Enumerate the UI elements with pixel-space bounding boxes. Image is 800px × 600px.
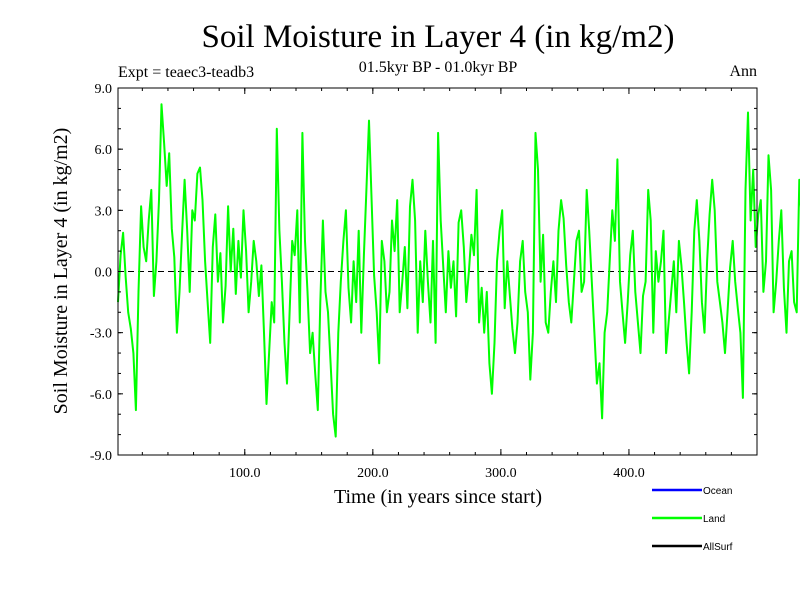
x-tick-label: 300.0 xyxy=(485,466,517,481)
y-tick-label: -6.0 xyxy=(90,388,112,403)
x-tick-label: 100.0 xyxy=(229,466,261,481)
legend-label-land: Land xyxy=(703,514,725,525)
y-tick-label: -3.0 xyxy=(90,327,112,342)
y-tick-label: -9.0 xyxy=(90,449,112,464)
season-label: Ann xyxy=(729,63,757,80)
series-line-land xyxy=(117,103,800,438)
x-tick-label: 400.0 xyxy=(613,466,645,481)
legend-label-ocean: Ocean xyxy=(703,486,732,497)
y-tick-label: 3.0 xyxy=(95,204,113,219)
x-tick-label: 200.0 xyxy=(357,466,389,481)
x-axis-label: Time (in years since start) xyxy=(334,486,542,508)
experiment-label: Expt = teaec3-teadb3 xyxy=(118,64,254,81)
y-axis-label: Soil Moisture in Layer 4 (in kg/m2) xyxy=(50,128,72,415)
chart-subtitle: 01.5kyr BP - 01.0kyr BP xyxy=(359,59,518,76)
y-tick-label: 0.0 xyxy=(95,266,113,281)
chart-title: Soil Moisture in Layer 4 (in kg/m2) xyxy=(202,19,675,55)
y-tick-label: 6.0 xyxy=(95,143,113,158)
legend-label-allsurf: AllSurf xyxy=(703,542,733,553)
y-tick-label: 9.0 xyxy=(95,82,113,97)
